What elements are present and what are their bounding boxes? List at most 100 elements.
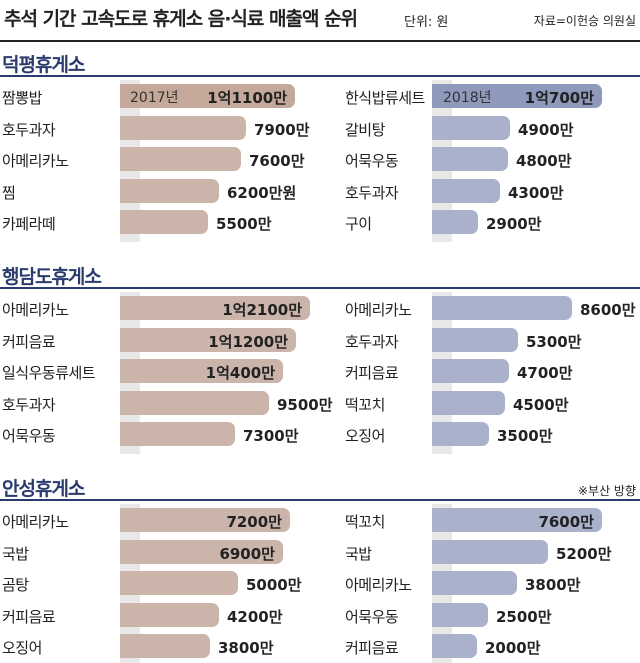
value-label: 4500만	[513, 395, 569, 414]
bar	[120, 147, 241, 171]
bar	[432, 84, 602, 108]
bar	[432, 508, 602, 532]
bar	[120, 115, 246, 140]
value-label: 7600만	[538, 513, 594, 531]
bar	[120, 508, 290, 532]
item-label: 어묵우동	[345, 152, 399, 170]
item-label: 커피음료	[2, 607, 56, 626]
value-label: 3800만	[218, 639, 274, 657]
bar	[120, 634, 210, 658]
bar	[432, 327, 518, 352]
item-label: 한식밥류세트	[345, 89, 425, 107]
bar	[432, 602, 488, 627]
item-label: 짬뽕밥	[2, 89, 42, 107]
item-label: 오징어	[2, 639, 42, 657]
section-divider	[0, 75, 640, 77]
item-label: 아메리카노	[345, 576, 412, 594]
item-label: 일식우동류세트	[2, 364, 96, 382]
bar	[120, 327, 296, 352]
item-label: 찜	[2, 183, 16, 202]
item-label: 커피음료	[345, 364, 399, 382]
item-label: 아메리카노	[2, 301, 69, 319]
value-label: 2500만	[496, 607, 552, 626]
year-label: 2018년	[443, 90, 492, 106]
item-label: 호두과자	[345, 183, 399, 202]
item-label: 커피음료	[345, 639, 399, 657]
value-label: 7200만	[226, 513, 282, 531]
bar	[432, 422, 489, 446]
section-divider	[0, 287, 640, 289]
item-label: 어묵우동	[2, 427, 56, 445]
bar	[120, 602, 219, 627]
bar	[120, 390, 269, 415]
item-label: 아메리카노	[345, 301, 412, 319]
bar	[432, 115, 510, 140]
value-label: 9500만	[277, 395, 333, 414]
value-label: 1억400만	[205, 364, 275, 382]
value-label: 1억1200만	[208, 332, 288, 351]
bar	[432, 296, 572, 320]
value-label: 3500만	[497, 427, 553, 445]
value-label: 4300만	[508, 183, 564, 202]
value-label: 2900만	[486, 215, 542, 233]
bar	[120, 539, 283, 564]
item-label: 곰탕	[2, 576, 29, 594]
item-label: 떡꼬치	[345, 395, 385, 414]
section-title: 행담도휴게소	[2, 266, 102, 288]
value-label: 6200만원	[227, 183, 297, 202]
chart-title: 추석 기간 고속도로 휴게소 음·식료 매출액 순위	[4, 8, 358, 30]
top-divider	[0, 40, 640, 42]
value-label: 6900만	[219, 544, 275, 563]
bar	[120, 210, 208, 234]
item-label: 아메리카노	[2, 513, 69, 531]
value-label: 7300만	[243, 427, 299, 445]
bar	[432, 147, 508, 171]
bar	[120, 359, 283, 383]
item-label: 국밥	[345, 544, 372, 563]
item-label: 국밥	[2, 544, 29, 563]
direction-note: ※부산 방향	[577, 484, 636, 498]
value-label: 1억700만	[524, 89, 594, 107]
bar	[120, 84, 295, 108]
value-label: 8600만	[580, 301, 636, 319]
value-label: 3800만	[525, 576, 581, 594]
bar	[432, 178, 500, 203]
value-label: 5000만	[246, 576, 302, 594]
bar	[120, 178, 219, 203]
value-label: 5500만	[216, 215, 272, 233]
value-label: 5300만	[526, 332, 582, 351]
bar	[432, 634, 477, 658]
bar	[432, 539, 548, 564]
value-label: 7600만	[249, 152, 305, 170]
bar	[432, 390, 505, 415]
unit-label: 단위: 원	[404, 15, 449, 30]
value-label: 2000만	[485, 639, 541, 657]
value-label: 5200만	[556, 544, 612, 563]
item-label: 구이	[345, 215, 372, 233]
value-label: 4900만	[518, 120, 574, 139]
item-label: 커피음료	[2, 332, 56, 351]
item-label: 호두과자	[2, 395, 56, 414]
bar	[120, 296, 310, 320]
value-label: 1억2100만	[222, 301, 302, 319]
item-label: 떡꼬치	[345, 513, 385, 531]
bar	[120, 422, 235, 446]
value-label: 4800만	[516, 152, 572, 170]
bar	[120, 571, 238, 595]
bar	[432, 210, 478, 234]
item-label: 카페라떼	[2, 215, 56, 233]
value-label: 7900만	[254, 120, 310, 139]
source-label: 자료=이헌승 의원실	[533, 14, 636, 28]
year-label: 2017년	[130, 90, 179, 106]
item-label: 어묵우동	[345, 607, 399, 626]
bar	[432, 359, 509, 383]
bar	[432, 571, 517, 595]
value-label: 4200만	[227, 607, 283, 626]
section-title: 덕평휴게소	[2, 54, 85, 76]
item-label: 오징어	[345, 427, 385, 445]
item-label: 아메리카노	[2, 152, 69, 170]
item-label: 호두과자	[345, 332, 399, 351]
value-label: 1억1100만	[207, 89, 287, 107]
section-divider	[0, 499, 640, 501]
item-label: 호두과자	[2, 120, 56, 139]
